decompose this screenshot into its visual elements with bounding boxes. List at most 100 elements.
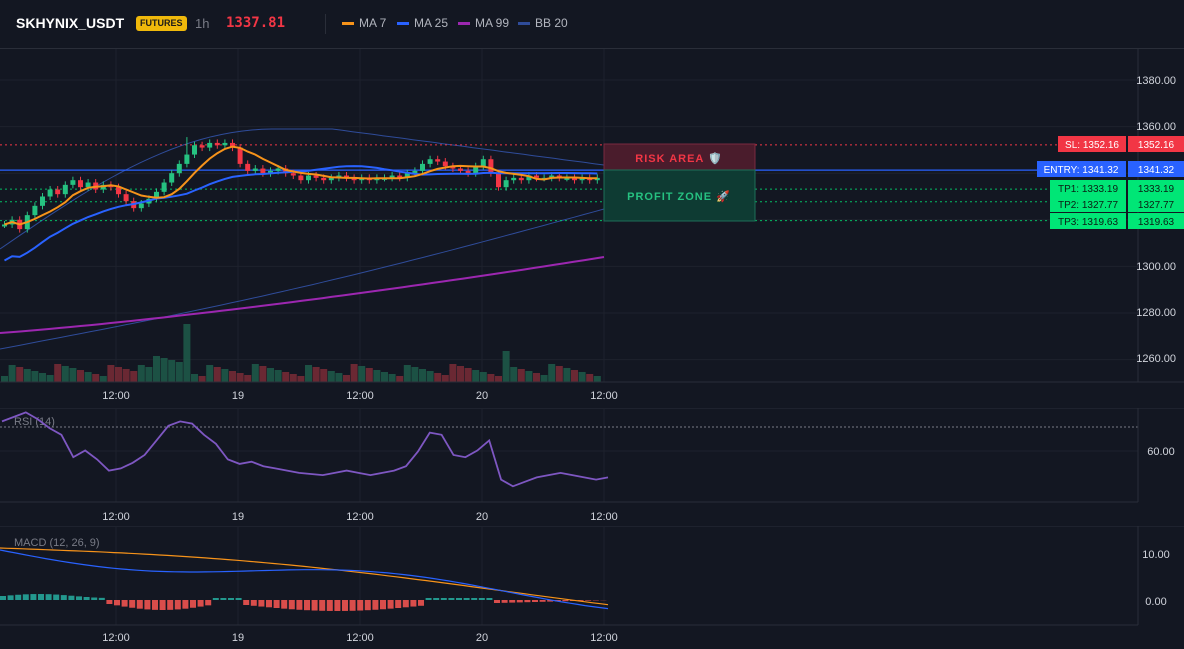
price-tick: 1360.00 <box>1136 121 1176 133</box>
candle-body <box>534 175 539 178</box>
legend-ma25[interactable]: MA 25 <box>397 16 448 30</box>
candle-body <box>78 180 83 188</box>
time-tick: 12:00 <box>102 511 130 523</box>
macd-hist-bar <box>182 600 189 609</box>
price-grid <box>0 49 1138 382</box>
entry-price-tag: ENTRY: 1341.32 1341.32 <box>1037 161 1184 177</box>
candle-body <box>214 142 220 146</box>
macd-hist-bar <box>516 600 523 603</box>
volume-bar <box>69 368 77 382</box>
macd-hist-bar <box>76 596 82 600</box>
volume-bar <box>39 373 46 382</box>
chart-header: SKHYNIX_USDT FUTURES 1h 1337.81 MA 7 MA … <box>0 0 1184 49</box>
volume-bar <box>99 376 107 382</box>
candle-body <box>123 194 129 202</box>
volume-bar <box>229 371 236 382</box>
volume-bar <box>381 372 388 382</box>
ma25-swatch <box>397 21 409 25</box>
price-tick: 1300.00 <box>1136 261 1176 273</box>
price-axis[interactable]: 1380.00 1360.00 1300.00 1280.00 1260.00 <box>1136 75 1176 365</box>
candle-body <box>518 177 524 181</box>
macd-hist-bar <box>410 600 417 607</box>
volume-bar <box>54 364 62 382</box>
volume-bar <box>61 366 69 382</box>
macd-hist-bar <box>273 600 280 608</box>
legend-ma99[interactable]: MA 99 <box>458 16 509 30</box>
volume-bar <box>555 366 563 382</box>
macd-hist-bar <box>448 598 455 600</box>
volume-bar <box>84 372 92 382</box>
volume-bar <box>312 367 320 382</box>
candle-body <box>564 177 570 180</box>
candle-body <box>328 177 334 181</box>
volume-bar <box>244 375 252 382</box>
volume-bar <box>403 365 411 382</box>
volume-bar <box>525 371 533 382</box>
macd-hist-bar <box>501 600 508 603</box>
candle-body <box>85 182 91 188</box>
risk-area-label: RISK AREA 🛡️ <box>635 152 722 165</box>
last-price: 1337.81 <box>226 15 286 31</box>
rsi-pane[interactable]: RSI (14) 60.00 12:00 19 12:00 20 12:00 <box>0 408 1184 526</box>
macd-hist-bar <box>22 594 29 600</box>
trade-zones: RISK AREA 🛡️ PROFIT ZONE 🚀 <box>603 143 756 222</box>
volume-bar <box>259 366 267 382</box>
price-tick: 1380.00 <box>1136 75 1176 87</box>
volume-bar <box>122 369 130 382</box>
time-tick: 12:00 <box>346 511 374 523</box>
candle-body <box>404 173 410 178</box>
macd-hist-bar <box>524 600 531 603</box>
time-tick: 19 <box>232 632 244 644</box>
time-axis[interactable]: 12:00 19 12:00 20 12:00 <box>102 390 618 402</box>
time-tick: 20 <box>476 390 488 402</box>
candle-body <box>207 142 213 148</box>
volume-bar <box>426 371 434 382</box>
profit-zone <box>603 169 756 222</box>
candle-body <box>480 159 486 167</box>
time-tick: 20 <box>476 632 488 644</box>
candle-body <box>245 163 251 171</box>
candle-body <box>313 175 319 178</box>
macd-pane[interactable]: MACD (12, 26, 9) 10.00 0.00 12:00 19 12:… <box>0 526 1184 649</box>
candle-body <box>161 182 167 192</box>
macd-hist-bar <box>562 600 569 602</box>
rsi-grid <box>0 408 1138 502</box>
volume-bar <box>282 372 290 382</box>
macd-hist-bar <box>402 600 409 608</box>
ma99-line <box>0 256 605 334</box>
legend-ma7[interactable]: MA 7 <box>342 16 386 30</box>
candle-body <box>579 177 585 181</box>
symbol-title[interactable]: SKHYNIX_USDT <box>16 15 125 31</box>
macd-hist-bar <box>83 597 90 600</box>
candle-body <box>199 145 205 148</box>
candle-body <box>306 175 311 181</box>
macd-hist-bar <box>418 600 424 606</box>
candle-body <box>268 170 273 174</box>
volume-bar <box>373 370 381 382</box>
macd-hist-bar <box>235 598 242 600</box>
macd-hist-bar <box>68 595 75 600</box>
volume-bar <box>495 376 502 382</box>
macd-hist-bar <box>357 600 364 611</box>
volume-bar <box>593 376 601 382</box>
volume-bar <box>502 351 510 382</box>
timeframe-selector[interactable]: 1h <box>195 16 210 31</box>
candle-body <box>184 154 190 164</box>
macd-hist-bar <box>243 600 250 605</box>
macd-hist-bar <box>494 600 500 603</box>
volume-bar <box>297 376 305 382</box>
candle-body <box>511 177 517 181</box>
price-pane[interactable]: RISK AREA 🛡️ PROFIT ZONE 🚀 1380.00 1360.… <box>0 49 1184 409</box>
legend-bb20[interactable]: BB 20 <box>518 16 568 30</box>
volume-bar <box>479 372 487 382</box>
time-tick: 12:00 <box>346 390 374 402</box>
macd-hist-bar <box>387 600 394 609</box>
volume-bar <box>213 367 221 382</box>
macd-line <box>0 549 609 610</box>
price-tick: 1260.00 <box>1136 353 1176 365</box>
macd-label[interactable]: MACD (12, 26, 9) <box>14 537 100 549</box>
ma7-swatch <box>342 21 354 25</box>
volume-bar <box>175 362 183 382</box>
volume-bar <box>267 368 274 382</box>
macd-hist-bar <box>167 600 174 610</box>
